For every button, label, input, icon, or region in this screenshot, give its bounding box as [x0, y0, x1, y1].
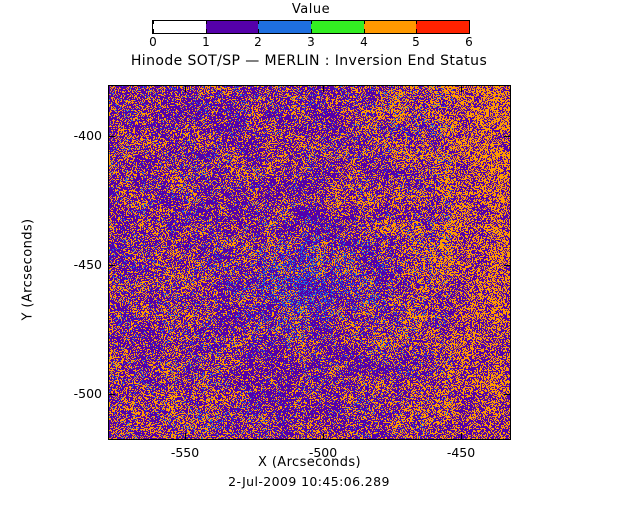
colorbar-ticklabel-6: 6: [465, 35, 473, 49]
colorbar-segment-purple: [205, 21, 259, 33]
colorbar-ticklabel-3: 3: [307, 35, 315, 49]
x-tick--550: [185, 433, 186, 440]
y-tick--450: [504, 265, 511, 266]
heatmap-canvas: [109, 86, 510, 439]
y-ticklabel--500: -500: [73, 386, 102, 401]
x-ticklabel--500: -500: [308, 445, 338, 460]
colorbar-strip[interactable]: [152, 20, 470, 34]
x-tick--500: [323, 85, 324, 92]
y-tick--400: [504, 136, 511, 137]
x-tick--500: [323, 433, 324, 440]
colorbar-ticklabel-2: 2: [254, 35, 262, 49]
x-ticklabel--450: -450: [446, 445, 476, 460]
colorbar-ticklabel-0: 0: [149, 35, 157, 49]
y-ticklabel--450: -450: [73, 257, 102, 272]
timestamp-label: 2-Jul-2009 10:45:06.289: [228, 474, 390, 489]
colorbar-ticklabel-5: 5: [412, 35, 420, 49]
colorbar-segment-orange: [363, 21, 417, 33]
y-tick--400: [108, 136, 115, 137]
colorbar-segment-red: [416, 21, 470, 33]
colorbar-segment-green: [311, 21, 364, 33]
y-tick--500: [504, 394, 511, 395]
y-axis-label: Y (Arcseconds): [20, 218, 36, 321]
x-tick--450: [461, 433, 462, 440]
colorbar-ticklabels: 0 1 2 3 4 5 6: [149, 35, 473, 50]
colorbar-segment-blue: [258, 21, 312, 33]
y-tick--500: [108, 394, 115, 395]
colorbar-title: Value: [291, 2, 331, 17]
colorbar-ticklabel-4: 4: [360, 35, 368, 49]
x-ticklabel--550: -550: [170, 445, 200, 460]
x-tick--450: [461, 85, 462, 92]
plot-title: Hinode SOT/SP — MERLIN : Inversion End S…: [130, 53, 488, 69]
x-tick--550: [185, 85, 186, 92]
y-tick--450: [108, 265, 115, 266]
x-axis-label: X (Arcseconds): [257, 455, 362, 470]
colorbar-segment-white: [153, 21, 206, 33]
y-ticklabel--400: -400: [73, 128, 102, 143]
heatmap-plot-area[interactable]: [108, 85, 511, 440]
colorbar-ticklabel-1: 1: [202, 35, 210, 49]
colorbar: Value 0 1 2 3 4 5 6: [149, 2, 473, 50]
